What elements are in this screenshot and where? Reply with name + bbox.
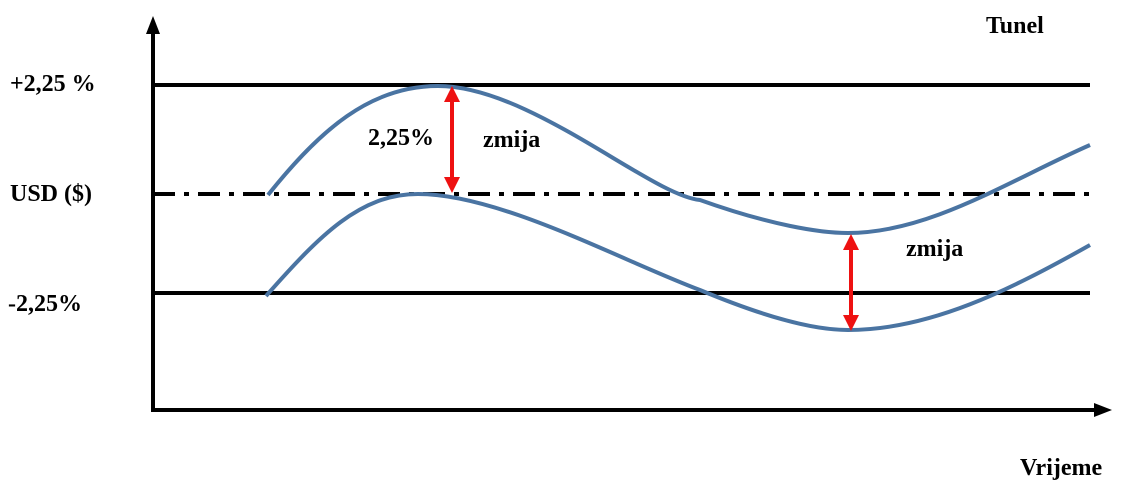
center-line-label: USD ($) <box>10 181 92 207</box>
snake-label-1: zmija <box>483 127 541 153</box>
band-width-label: 2,25% <box>368 125 434 151</box>
snake-label-2: zmija <box>906 236 964 262</box>
snake-width-arrow-1 <box>444 86 460 193</box>
upper-band-label: +2,25 % <box>10 71 96 97</box>
y-axis-arrowhead <box>146 16 160 34</box>
snake-upper-curve <box>266 83 1091 236</box>
snake-width-arrow-2 <box>843 234 859 331</box>
x-axis-label: Vrijeme <box>1020 455 1103 481</box>
tunnel-label: Tunel <box>986 13 1044 39</box>
lower-band-label: -2,25% <box>8 291 82 317</box>
snake-lower-curve <box>264 191 1091 333</box>
x-axis-arrowhead <box>1094 403 1112 417</box>
